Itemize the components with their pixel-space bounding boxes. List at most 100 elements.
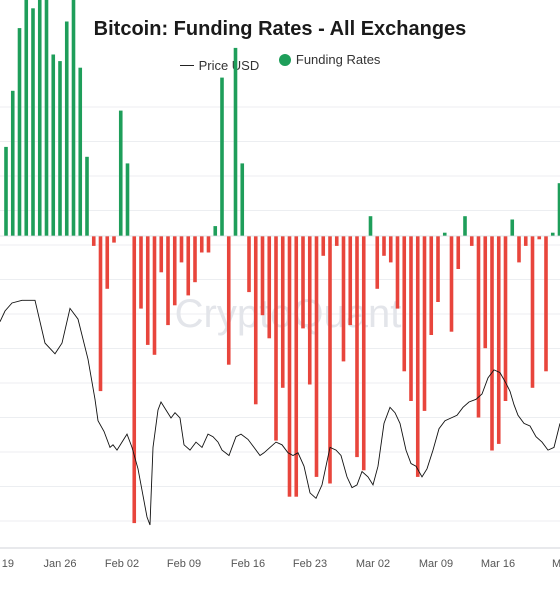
funding-rate-bar[interactable] xyxy=(85,156,89,236)
funding-rate-bar[interactable] xyxy=(469,236,474,246)
price-line xyxy=(0,299,560,526)
x-tick-label: 19 xyxy=(2,558,14,570)
funding-rate-bar[interactable] xyxy=(483,236,488,349)
funding-rate-bar[interactable] xyxy=(179,236,184,263)
funding-rate-bar[interactable] xyxy=(361,236,366,471)
funding-rate-bar[interactable] xyxy=(152,236,157,355)
funding-rate-bar[interactable] xyxy=(125,163,130,236)
funding-rate-bar[interactable] xyxy=(37,0,42,237)
funding-rate-bar[interactable] xyxy=(253,236,258,405)
funding-rate-bar[interactable] xyxy=(321,236,326,256)
legend-label-price: Price USD xyxy=(198,57,260,73)
funding-rate-bar[interactable] xyxy=(402,236,407,372)
funding-rate-bar[interactable] xyxy=(240,163,245,236)
legend-label-funding-rates: Funding Rates xyxy=(295,52,381,67)
funding-rate-bar[interactable] xyxy=(476,236,481,418)
funding-rate-bar[interactable] xyxy=(78,67,83,236)
funding-rate-bar[interactable] xyxy=(31,8,35,236)
funding-rate-bar[interactable] xyxy=(503,236,508,401)
funding-rate-bar[interactable] xyxy=(280,236,285,388)
funding-rate-bar[interactable] xyxy=(490,236,494,451)
legend-item-funding-rates[interactable]: Funding Rates xyxy=(278,52,381,67)
funding-rate-bar[interactable] xyxy=(449,236,454,332)
funding-rate-bar[interactable] xyxy=(274,236,278,441)
funding-rate-bar[interactable] xyxy=(496,236,501,444)
funding-rate-bar[interactable] xyxy=(557,183,560,236)
funding-rate-bar[interactable] xyxy=(172,236,177,306)
funding-rate-bar[interactable] xyxy=(463,216,467,236)
funding-rate-bar[interactable] xyxy=(517,236,521,263)
funding-rate-bar[interactable] xyxy=(355,236,359,458)
x-tick-label: Feb 16 xyxy=(231,558,265,570)
funding-rate-bar[interactable] xyxy=(17,28,22,236)
funding-rate-bar[interactable] xyxy=(388,236,393,263)
funding-rate-bar[interactable] xyxy=(24,0,29,236)
funding-rate-bar[interactable] xyxy=(537,236,542,240)
funding-rate-bar[interactable] xyxy=(544,236,548,372)
funding-rate-bar[interactable] xyxy=(10,90,15,236)
funding-rate-bar[interactable] xyxy=(530,236,535,388)
funding-rate-bar[interactable] xyxy=(132,236,137,524)
funding-rate-bar[interactable] xyxy=(58,61,62,236)
funding-rate-bar[interactable] xyxy=(71,0,76,237)
funding-rate-bar[interactable] xyxy=(199,236,204,253)
funding-rate-bar[interactable] xyxy=(415,236,420,477)
funding-rate-bar[interactable] xyxy=(220,77,224,236)
funding-rate-bar[interactable] xyxy=(51,54,56,237)
funding-rate-bar[interactable] xyxy=(186,236,191,296)
funding-rate-bar[interactable] xyxy=(523,236,528,246)
funding-rate-bar[interactable] xyxy=(314,236,319,477)
funding-rate-bar[interactable] xyxy=(307,236,312,385)
funding-rate-bar[interactable] xyxy=(91,236,96,246)
funding-rate-bar[interactable] xyxy=(395,236,400,309)
funding-rate-bar[interactable] xyxy=(287,236,292,497)
funding-rate-bar[interactable] xyxy=(550,232,555,236)
x-tick-label: Feb 09 xyxy=(167,558,201,570)
funding-rate-bar[interactable] xyxy=(44,0,49,237)
funding-rate-bar[interactable] xyxy=(139,236,143,309)
funding-rate-bar[interactable] xyxy=(64,21,69,237)
funding-rate-bars xyxy=(4,0,560,524)
funding-rate-bar[interactable] xyxy=(409,236,413,401)
funding-rate-bar[interactable] xyxy=(375,236,380,289)
funding-rate-bar[interactable] xyxy=(436,236,440,302)
funding-rate-bar[interactable] xyxy=(159,236,164,273)
funding-rate-bar[interactable] xyxy=(98,236,103,392)
legend-item-price[interactable]: Price USD xyxy=(179,57,260,73)
funding-rate-bar[interactable] xyxy=(226,236,231,365)
funding-rate-bar[interactable] xyxy=(206,236,211,253)
x-tick-label: Jan 26 xyxy=(43,558,76,570)
funding-rate-bar[interactable] xyxy=(328,236,332,484)
funding-rate-bar[interactable] xyxy=(193,236,197,283)
funding-rate-bar[interactable] xyxy=(510,219,515,237)
funding-rate-bar[interactable] xyxy=(260,236,265,316)
x-tick-label: Feb 02 xyxy=(105,558,139,570)
funding-rate-bar[interactable] xyxy=(348,236,353,326)
x-tick-label: Mar 09 xyxy=(419,558,453,570)
x-tick-label: Ma xyxy=(552,558,560,570)
funding-rate-bar[interactable] xyxy=(294,236,299,497)
funding-rate-bar[interactable] xyxy=(4,146,8,236)
funding-rate-bar[interactable] xyxy=(422,236,427,411)
x-tick-label: Mar 02 xyxy=(356,558,390,570)
x-axis: 19 Jan 26 Feb 02 Feb 09 Feb 16 Feb 23 Mar 02 Ma… xyxy=(0,547,560,570)
funding-rate-bar[interactable] xyxy=(442,232,447,236)
funding-rate-bar[interactable] xyxy=(341,236,346,362)
funding-rate-bar[interactable] xyxy=(233,47,238,237)
funding-rate-bar[interactable] xyxy=(429,236,434,335)
funding-rate-bar[interactable] xyxy=(105,236,110,289)
funding-rate-bar[interactable] xyxy=(166,236,170,326)
funding-rate-bar[interactable] xyxy=(118,110,123,236)
funding-rate-bar[interactable] xyxy=(301,236,305,329)
funding-rate-bar[interactable] xyxy=(456,236,461,269)
funding-rate-bar[interactable] xyxy=(334,236,339,246)
funding-rate-bar[interactable] xyxy=(247,236,251,293)
funding-rate-bar[interactable] xyxy=(382,236,386,256)
funding-rate-bar[interactable] xyxy=(267,236,272,339)
chart-title: Bitcoin: Funding Rates - All Exchanges xyxy=(93,18,467,40)
funding-rate-bar[interactable] xyxy=(213,226,218,236)
funding-rate-bar[interactable] xyxy=(112,236,116,243)
funding-rate-bar[interactable] xyxy=(145,236,150,345)
funding-rate-bar[interactable] xyxy=(368,216,373,236)
